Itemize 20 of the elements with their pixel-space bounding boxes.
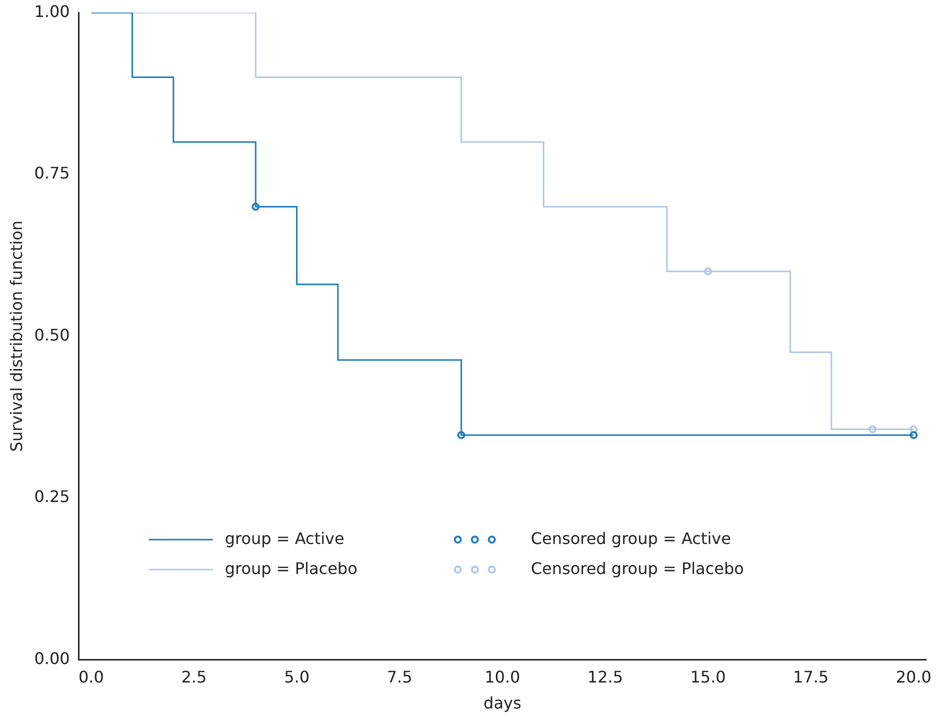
legend-label: Censored group = Placebo (530, 558, 744, 578)
y-axis-title: Survival distribution function (6, 220, 26, 452)
x-tick-label: 20.0 (896, 667, 932, 686)
y-tick-label: 0.00 (34, 648, 70, 668)
x-tick-label: 17.5 (793, 667, 829, 686)
y-tick-label: 0.25 (34, 487, 70, 506)
y-tick-label: 0.75 (34, 164, 70, 183)
y-tick-label: 0.50 (34, 325, 70, 344)
x-tick-label: 10.0 (484, 667, 520, 686)
x-tick-label: 12.5 (587, 667, 624, 686)
legend-label: group = Placebo (224, 558, 358, 578)
legend-label: group = Active (224, 528, 344, 548)
x-tick-label: 0.0 (78, 667, 104, 686)
x-tick-label: 2.5 (181, 667, 207, 686)
legend-label: Censored group = Active (530, 528, 731, 548)
x-tick-label: 15.0 (690, 667, 726, 686)
y-tick-label: 1.00 (34, 2, 70, 21)
x-axis-title: days (484, 694, 522, 713)
x-tick-label: 7.5 (386, 667, 412, 686)
x-tick-label: 5.0 (284, 667, 310, 686)
